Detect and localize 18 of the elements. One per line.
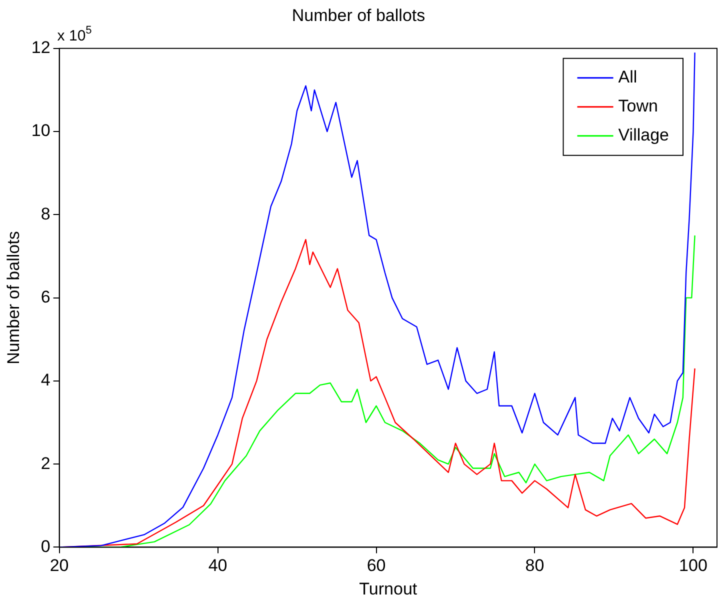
legend-label: Town xyxy=(618,96,658,116)
y-tick-label: 12 xyxy=(31,38,50,58)
y-axis-title: Number of ballots xyxy=(4,231,23,364)
legend-label: Village xyxy=(618,126,670,145)
y-tick-label: 2 xyxy=(40,454,50,473)
y-tick-label: 4 xyxy=(40,370,50,390)
x-tick-label: 60 xyxy=(366,556,386,576)
x-tick-label: 80 xyxy=(525,556,544,576)
x-tick-label: 40 xyxy=(208,556,228,576)
y-tick-label: 6 xyxy=(40,287,50,306)
x-tick-label: 100 xyxy=(679,556,708,576)
x-tick-label: 20 xyxy=(50,556,69,576)
x-axis-title: Turnout xyxy=(359,579,418,598)
y-tick-label: 8 xyxy=(40,204,50,224)
y-tick-label: 0 xyxy=(40,536,50,556)
y-tick-label: 10 xyxy=(31,121,50,140)
legend-label: All xyxy=(618,68,638,87)
chart-title: Number of ballots xyxy=(292,6,426,25)
